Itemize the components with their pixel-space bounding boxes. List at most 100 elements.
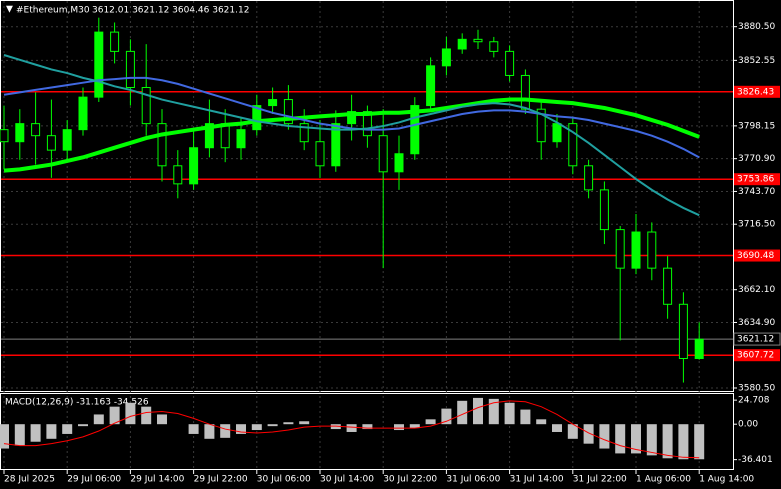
price-panel	[0, 0, 734, 392]
x-tick-label: 31 Jul 22:00	[573, 475, 627, 485]
y-tick-label: 3743.70	[738, 187, 775, 197]
histogram-bar	[204, 424, 215, 439]
moving-average	[3, 97, 700, 173]
histogram-bar	[473, 397, 483, 425]
candle-body	[315, 141, 325, 167]
level-label-box	[734, 85, 780, 98]
histogram-bar	[488, 398, 499, 425]
histogram-bar	[157, 414, 167, 425]
candle-body	[568, 123, 578, 167]
x-tick-label: 1 Aug 06:00	[636, 475, 691, 485]
level-label-box	[734, 349, 780, 362]
histogram-bar	[662, 424, 673, 459]
x-tick-label: 30 Jul 22:00	[383, 475, 437, 485]
histogram-bar	[520, 409, 531, 425]
candle-body	[189, 147, 199, 185]
candle-body	[410, 105, 420, 155]
y-tick-label: 3716.50	[738, 220, 775, 230]
candle-body	[426, 65, 436, 107]
y-tick-label: 3662.10	[738, 285, 775, 295]
level-label-box	[734, 249, 780, 262]
x-tick-label: 30 Jul 06:00	[257, 475, 311, 485]
histogram-bar	[631, 424, 641, 454]
histogram-bar	[615, 424, 626, 454]
candle-body	[663, 267, 673, 305]
histogram-bar	[409, 424, 420, 429]
histogram-bar	[362, 424, 373, 430]
x-tick-label: 31 Jul 06:00	[446, 475, 500, 485]
macd-title: MACD(12,26,9) -31.163 -34.526	[5, 398, 149, 408]
histogram-bar	[14, 424, 25, 446]
candle-body	[15, 123, 25, 143]
candle-body	[362, 111, 372, 137]
candle-body	[78, 96, 88, 131]
histogram-bar	[267, 424, 278, 427]
level-label-box	[734, 173, 780, 186]
histogram-bar	[30, 424, 41, 442]
histogram-bar	[504, 402, 515, 425]
x-tick-label: 29 Jul 06:00	[67, 475, 121, 485]
candle-body	[441, 48, 451, 67]
histogram-bar	[599, 424, 610, 449]
histogram-bar	[283, 422, 294, 425]
candle-body	[473, 38, 483, 43]
histogram-bar	[251, 424, 262, 431]
x-tick-label: 30 Jul 14:00	[320, 475, 374, 485]
candle-body	[584, 165, 594, 191]
y-tick-label: 3852.55	[738, 56, 775, 66]
candle-body	[394, 153, 404, 173]
x-tick-label: 29 Jul 14:00	[130, 475, 184, 485]
candle-body	[0, 129, 9, 143]
x-tick-label: 31 Jul 14:00	[510, 475, 564, 485]
histogram-bar	[457, 400, 468, 425]
histogram-bar	[346, 424, 357, 432]
histogram-bar	[93, 414, 104, 425]
candle-body	[678, 303, 688, 359]
moving-average	[3, 76, 700, 159]
candle-body	[299, 123, 309, 143]
histogram-bar	[78, 424, 88, 427]
histogram-bar	[552, 424, 562, 432]
candle-body	[489, 41, 499, 52]
candle-body	[94, 31, 104, 98]
candle-body	[457, 38, 467, 50]
x-tick-label: 1 Aug 14:00	[699, 475, 754, 485]
candle-body	[125, 50, 135, 89]
y-tick-label: 0.00	[738, 420, 758, 430]
histogram-bar	[220, 424, 231, 438]
level-label: 3753.86	[737, 175, 774, 185]
y-tick-label: 3770.90	[738, 154, 775, 164]
candle-body	[141, 87, 151, 125]
histogram-bar	[109, 406, 120, 425]
candle-body	[157, 123, 167, 167]
x-tick-label: 28 Jul 2025	[4, 475, 55, 485]
histogram-bar	[62, 424, 73, 434]
current-price-label: 3621.12	[737, 335, 774, 345]
histogram-bar	[694, 424, 705, 460]
histogram-bar	[646, 424, 657, 456]
level-label: 3690.48	[737, 251, 774, 261]
candle-body	[331, 123, 341, 167]
candle-body	[552, 123, 562, 143]
candle-body	[31, 123, 41, 137]
histogram-bar	[394, 424, 404, 431]
histogram-bar	[141, 406, 152, 425]
level-label: 3826.43	[737, 87, 774, 97]
candle-body	[520, 74, 530, 110]
candle-body	[204, 123, 214, 149]
y-tick-label: 3634.90	[738, 318, 775, 328]
candle-body	[283, 99, 293, 125]
moving-average	[3, 54, 700, 217]
signal-line	[3, 400, 700, 459]
candle-body	[268, 99, 278, 107]
menu-arrow[interactable]: ▼	[6, 5, 13, 15]
candle-body	[347, 111, 357, 125]
candle-body	[631, 231, 641, 269]
candle-body	[62, 129, 72, 151]
symbol-title: #Ethereum,M30	[16, 6, 90, 16]
candle-body	[236, 129, 246, 149]
y-tick-label: 3580.50	[738, 383, 775, 393]
candle-body	[110, 31, 120, 52]
histogram-bar	[125, 402, 136, 425]
